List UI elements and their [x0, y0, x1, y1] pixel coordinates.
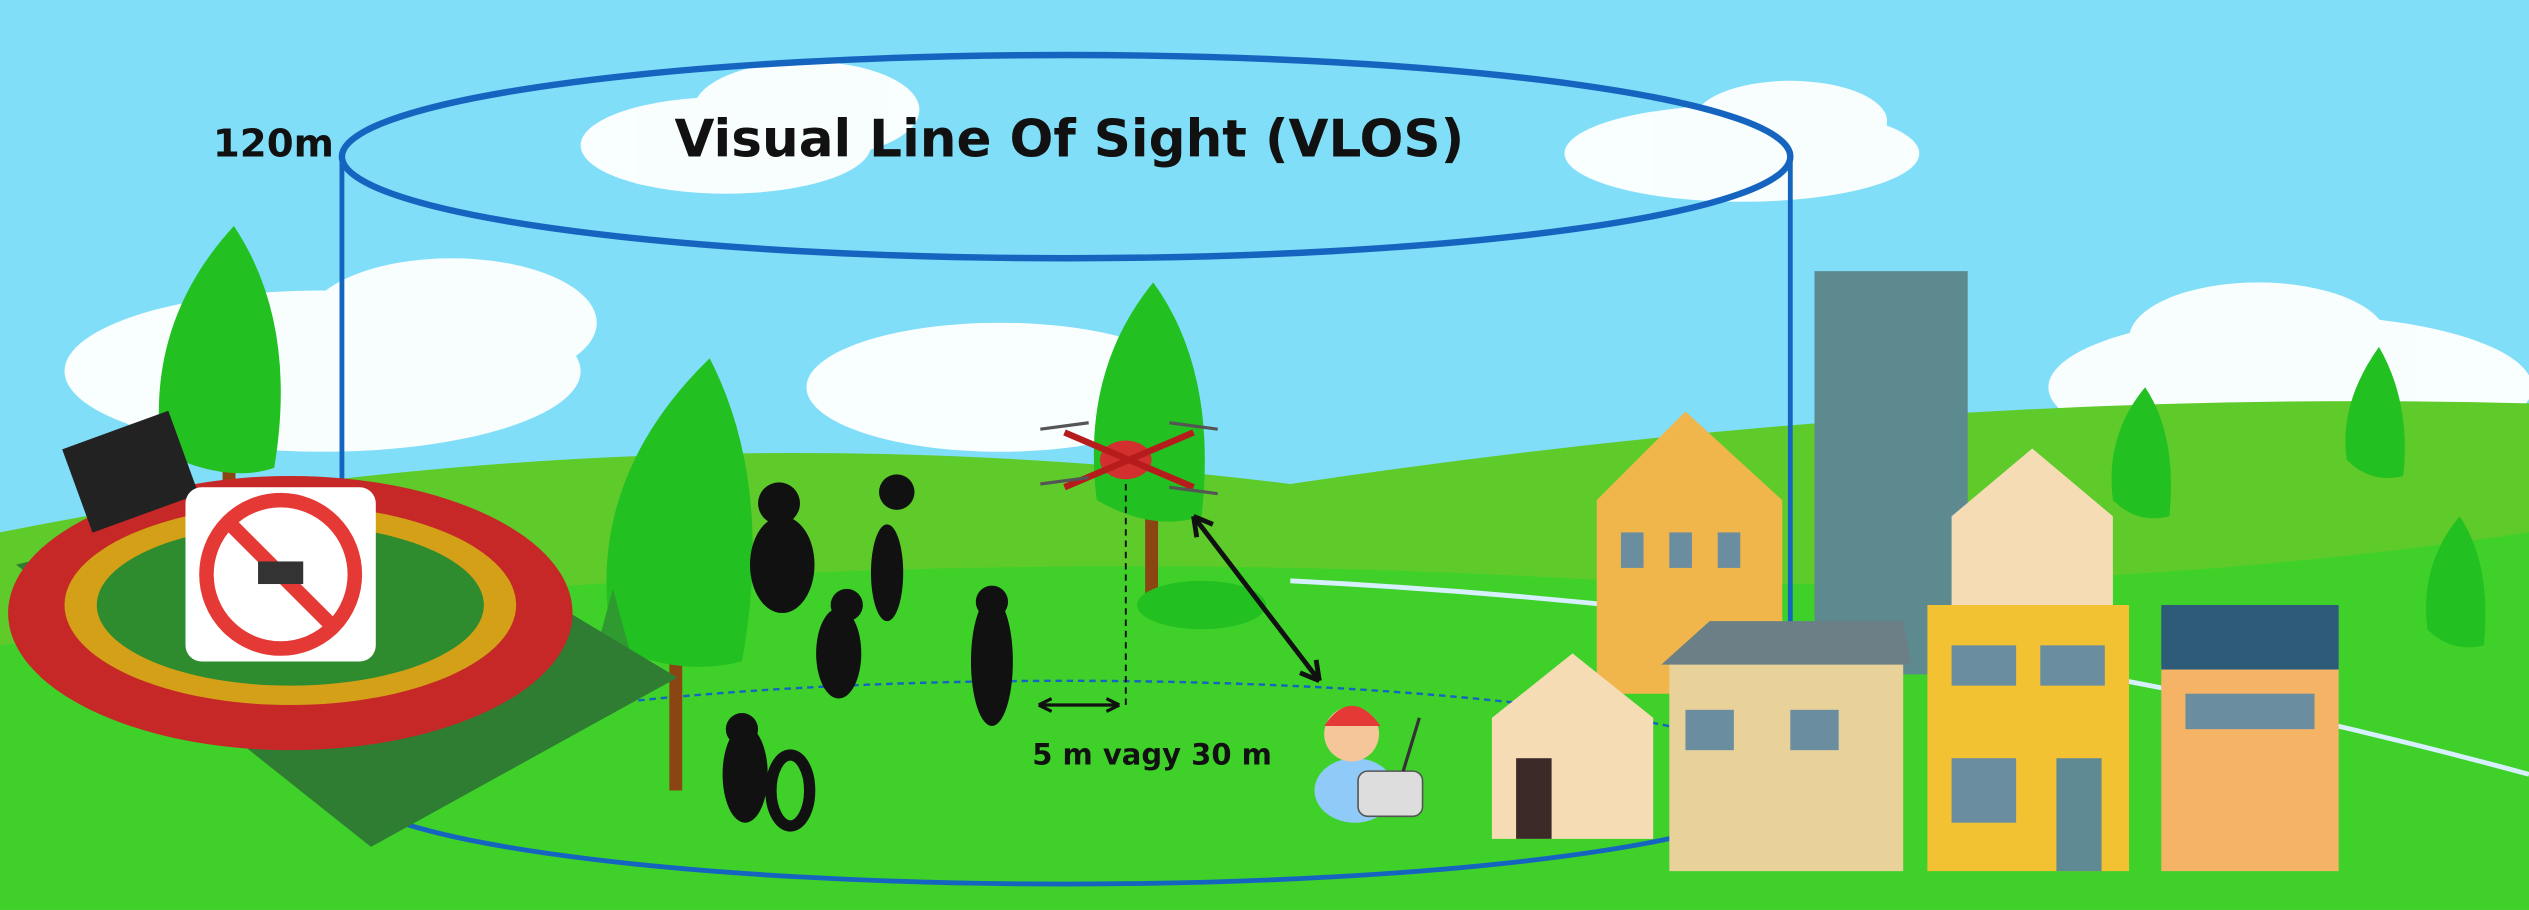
title: Visual Line Of Sight (VLOS): [675, 110, 1465, 170]
distance-label: 5 m vagy 30 m: [1032, 738, 1272, 772]
height-label: 120m: [213, 122, 334, 167]
page: 120m Visual Line Of Sight (VLOS) 5 m vag…: [0, 0, 2529, 910]
illustration: 120m Visual Line Of Sight (VLOS) 5 m vag…: [0, 0, 2529, 910]
